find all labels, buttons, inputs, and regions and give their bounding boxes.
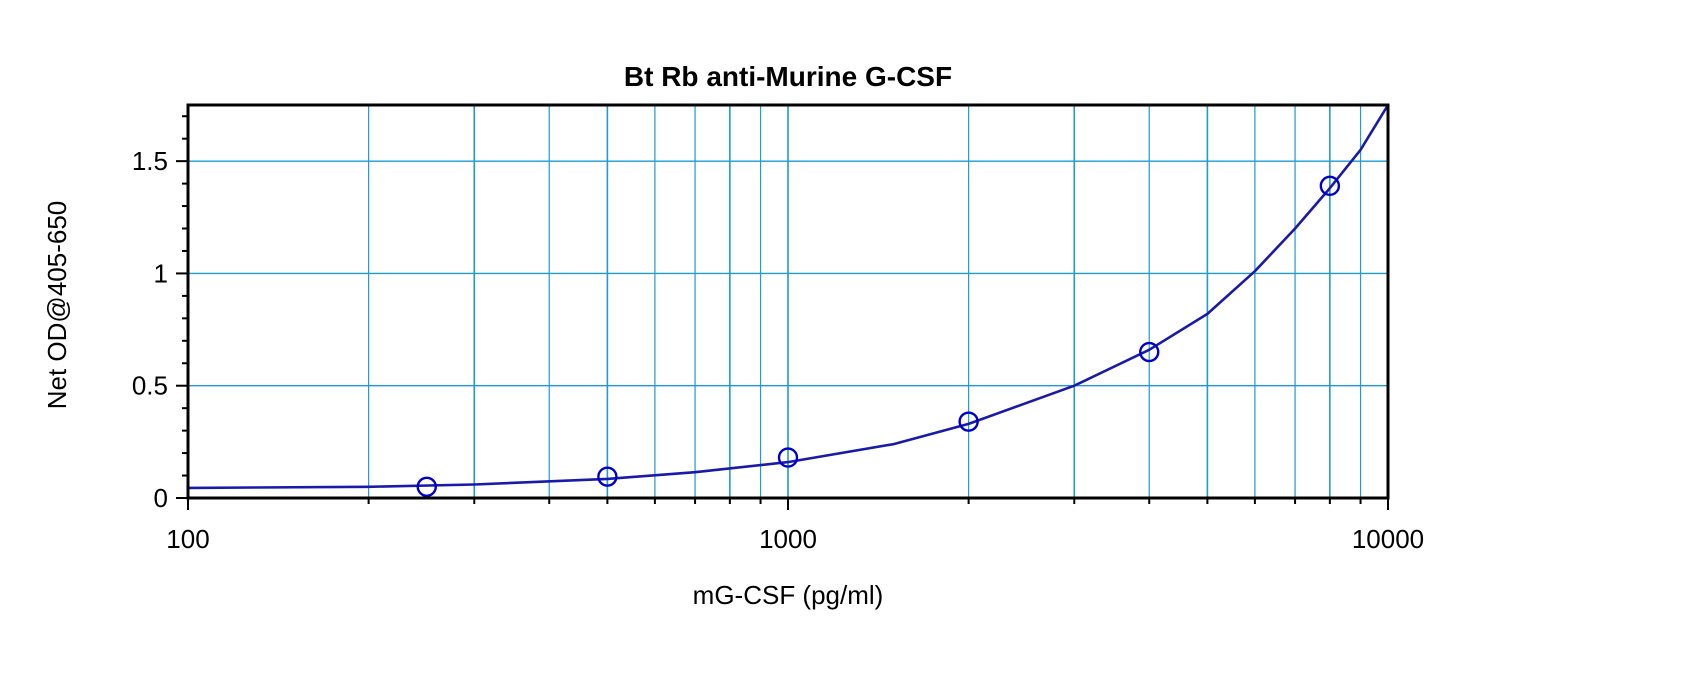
y-tick-label: 0 [154,483,168,513]
data-point [777,447,799,468]
data-point [416,476,437,497]
data-points [416,175,1341,497]
y-tick-label: 1 [154,258,168,288]
chart-title: Bt Rb anti-Murine G-CSF [624,61,952,92]
grid-lines [188,105,1388,498]
fit-curve-group [187,104,1390,490]
y-tick-label: 0.5 [132,371,168,401]
data-point [597,466,618,487]
data-point [1139,341,1160,363]
data-point [958,411,979,432]
x-tick-label: 10000 [1352,524,1424,554]
y-tick-labels: 0 0.5 1 1.5 [132,146,168,513]
y-axis-label: Net OD@405-650 [42,201,72,410]
x-tick-labels: 100 1000 10000 [166,524,1424,554]
x-axis-label: mG-CSF (pg/ml) [693,580,884,610]
data-point [1319,175,1341,197]
fit-curve [187,104,1390,490]
x-tick-label: 1000 [759,524,817,554]
y-tick-label: 1.5 [132,146,168,176]
x-tick-label: 100 [166,524,209,554]
axis-ticks [176,115,1389,510]
